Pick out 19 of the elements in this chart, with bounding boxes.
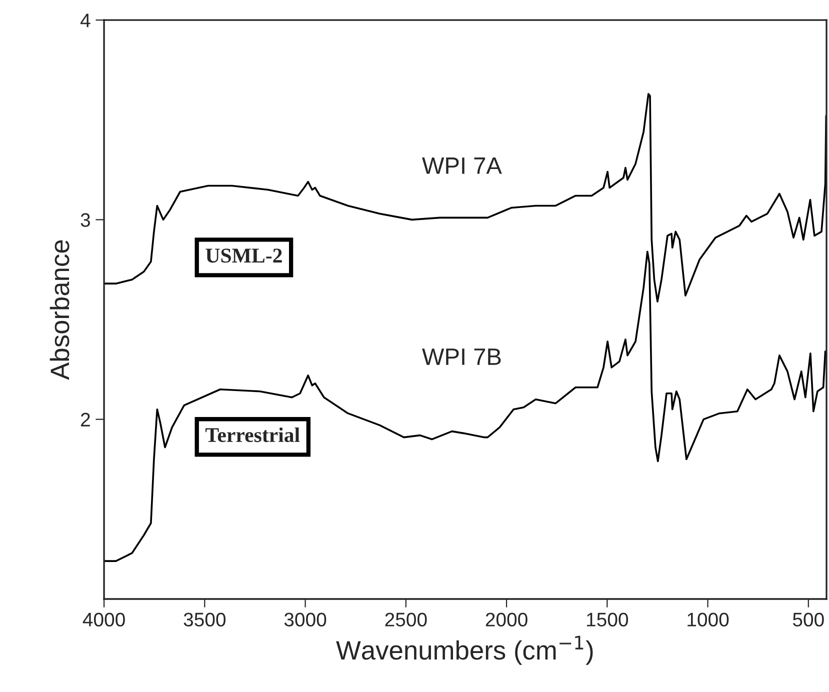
x-tick-label: 2500 [385, 612, 427, 626]
annotation: USML-2 [206, 248, 282, 263]
x-tick-label: 500 [792, 612, 824, 626]
series-label: WPI 7B [422, 348, 501, 365]
y-tick-label: 2 [81, 412, 90, 426]
y-axis-title: Absorbance [50, 240, 70, 380]
x-tick-label: 2000 [486, 612, 528, 626]
y-tick-label: 3 [80, 213, 90, 227]
x-tick-label: 3500 [184, 612, 226, 626]
x-tick-label: 3000 [284, 612, 326, 626]
annotation: Terrestrial [206, 427, 300, 442]
x-tick-label: 4000 [82, 612, 125, 626]
y-tick-label: 4 [80, 14, 90, 28]
line-series [104, 250, 826, 562]
line-series [104, 93, 827, 302]
x-tick-label: 1000 [688, 612, 729, 626]
x-axis-title: Wavenumbers (cm$^{−1}$) [336, 636, 593, 665]
series-label: WPI 7A [422, 158, 502, 174]
x-tick-label: 1500 [587, 612, 628, 626]
